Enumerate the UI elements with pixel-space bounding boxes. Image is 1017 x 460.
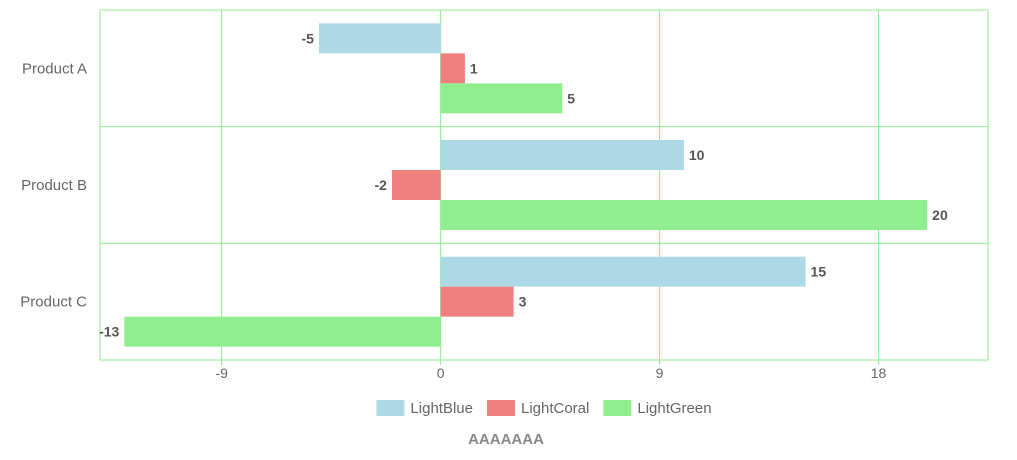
legend-swatch xyxy=(376,400,405,416)
data-label: 3 xyxy=(519,294,527,310)
data-label: 15 xyxy=(811,264,827,280)
x-tick-label: 18 xyxy=(871,365,887,381)
data-label: 1 xyxy=(470,60,478,76)
data-label: -2 xyxy=(374,177,387,193)
data-label: -13 xyxy=(99,324,119,340)
bar xyxy=(440,200,928,230)
x-tick-label: 9 xyxy=(656,365,664,381)
category-labels: Product A Product B Product C xyxy=(20,60,87,310)
bars xyxy=(124,23,928,347)
plot-frame xyxy=(99,9,989,361)
legend-swatch xyxy=(603,400,632,416)
x-tick-label: 0 xyxy=(437,365,445,381)
data-label: 10 xyxy=(689,147,705,163)
data-label: -5 xyxy=(302,30,315,46)
category-label: Product A xyxy=(22,60,87,77)
legend-label: LightBlue xyxy=(410,400,473,417)
bar xyxy=(124,316,441,347)
category-label: Product C xyxy=(20,294,87,311)
category-label: Product B xyxy=(21,177,87,194)
legend: LightBlue LightCoral LightGreen xyxy=(376,400,712,417)
bar xyxy=(440,140,684,170)
data-label: 20 xyxy=(932,207,948,223)
bar xyxy=(318,23,441,54)
legend-label: LightGreen xyxy=(637,400,711,417)
bar xyxy=(440,83,563,114)
grid xyxy=(99,9,989,365)
bar xyxy=(440,286,514,317)
legend-swatch xyxy=(486,400,515,416)
legend-label: LightCoral xyxy=(521,400,589,417)
bar xyxy=(440,256,806,287)
x-tick-label: -9 xyxy=(215,365,228,381)
bar xyxy=(440,53,465,84)
data-label: 5 xyxy=(567,90,575,106)
x-tick-labels: -9 0 9 18 xyxy=(215,365,886,381)
x-axis-title: AAAAAAA xyxy=(468,431,544,448)
bar xyxy=(391,170,441,200)
